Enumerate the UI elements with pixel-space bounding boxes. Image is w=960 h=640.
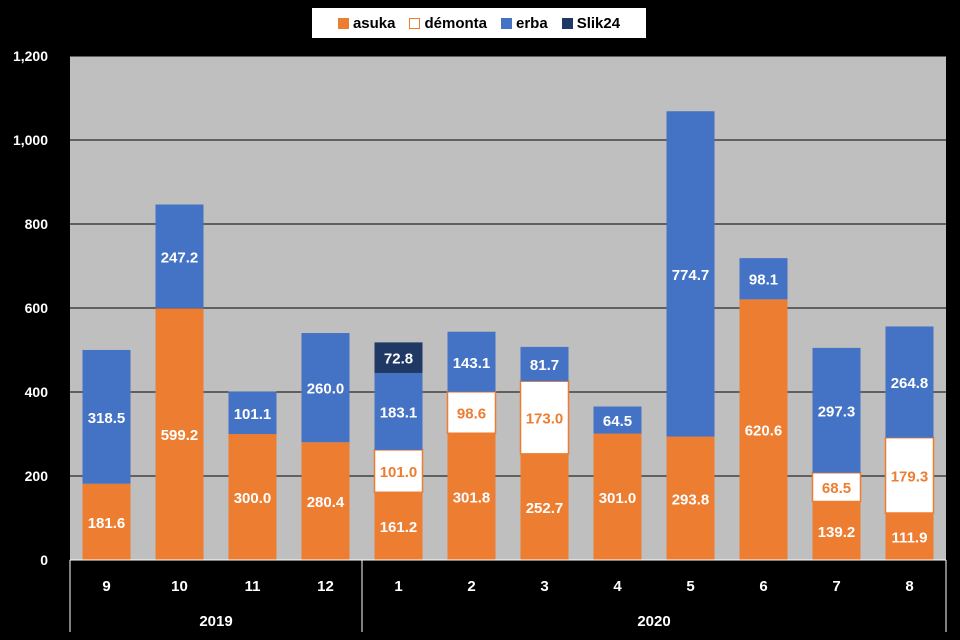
data-label: 297.3 bbox=[818, 403, 856, 420]
bar-segment-asuka bbox=[739, 299, 788, 560]
y-tick-label: 200 bbox=[25, 468, 49, 484]
data-label: 620.6 bbox=[745, 423, 783, 440]
data-label: 293.8 bbox=[672, 491, 710, 508]
data-label: 72.8 bbox=[384, 351, 413, 368]
x-tick-label: 12 bbox=[317, 578, 334, 595]
legend-item-erba: erba bbox=[501, 15, 548, 32]
y-tick-label: 800 bbox=[25, 216, 49, 232]
y-tick-label: 0 bbox=[40, 552, 48, 568]
bar-segment-erba bbox=[155, 204, 204, 309]
y-tick-label: 600 bbox=[25, 300, 49, 316]
data-label: 300.0 bbox=[234, 490, 272, 507]
data-label: 161.2 bbox=[380, 519, 418, 536]
x-tick-label: 9 bbox=[102, 578, 110, 595]
bar-segment-asuka bbox=[228, 434, 277, 560]
y-tick-label: 1,200 bbox=[13, 48, 48, 64]
bar-segment-asuka bbox=[666, 436, 715, 560]
legend-label-asuka: asuka bbox=[352, 14, 396, 32]
y-tick-label: 1,000 bbox=[13, 132, 48, 148]
bar-segment-erba bbox=[228, 391, 277, 434]
legend-label-erba: erba bbox=[516, 14, 548, 32]
data-label: 101.1 bbox=[234, 406, 272, 423]
data-label: 173.0 bbox=[526, 411, 564, 428]
data-label: 68.5 bbox=[822, 480, 851, 497]
data-label: 774.7 bbox=[672, 267, 710, 284]
bar-segment-erba bbox=[885, 326, 934, 438]
legend-item-asuka: asuka bbox=[337, 14, 396, 32]
x-tick-label: 7 bbox=[832, 578, 840, 595]
bar-segment-erba bbox=[812, 347, 861, 473]
legend-item-slik24: Slik24 bbox=[561, 14, 621, 32]
data-label: 252.7 bbox=[526, 500, 564, 517]
x-tick-label: 8 bbox=[905, 578, 913, 595]
x-tick-label: 4 bbox=[613, 578, 622, 595]
data-label: 98.6 bbox=[457, 406, 486, 423]
bar-segment-erba bbox=[666, 111, 715, 437]
data-label: 301.0 bbox=[599, 490, 637, 507]
data-label: 599.2 bbox=[161, 427, 199, 444]
data-label: 179.3 bbox=[891, 468, 929, 485]
y-tick-label: 400 bbox=[25, 384, 49, 400]
data-label: 64.5 bbox=[603, 413, 632, 430]
bar-segment-asuka bbox=[520, 453, 569, 560]
data-label: 81.7 bbox=[530, 357, 559, 374]
data-label: 280.4 bbox=[307, 494, 345, 511]
bar-segment-dmonta bbox=[519, 380, 570, 455]
data-label: 247.2 bbox=[161, 249, 199, 266]
data-label: 98.1 bbox=[749, 272, 778, 289]
group-label: 2019 bbox=[199, 613, 232, 630]
data-label: 183.1 bbox=[380, 404, 418, 421]
data-label: 101.0 bbox=[380, 464, 418, 481]
bar-segment-asuka bbox=[812, 501, 861, 560]
bar-segment-asuka bbox=[447, 433, 496, 560]
legend-swatch-slik24 bbox=[561, 17, 573, 29]
bar-segment-slik24 bbox=[374, 342, 423, 373]
bar-segment-erba bbox=[447, 331, 496, 392]
legend-label-slik24: Slik24 bbox=[576, 14, 621, 32]
data-label: 301.8 bbox=[453, 490, 491, 507]
bar-segment-asuka bbox=[155, 308, 204, 560]
bar-segment-dmonta bbox=[373, 449, 424, 494]
legend-label-demonta: démonta bbox=[424, 14, 487, 32]
legend-swatch-asuka bbox=[337, 17, 349, 29]
x-tick-label: 2 bbox=[467, 578, 475, 595]
bar-segment-erba bbox=[301, 333, 350, 443]
bar-segment-asuka bbox=[593, 433, 642, 560]
x-tick-label: 5 bbox=[686, 578, 694, 595]
bar-segment-erba bbox=[739, 258, 788, 300]
bar-segment-asuka bbox=[885, 513, 934, 560]
data-label: 260.0 bbox=[307, 381, 345, 398]
x-tick-label: 6 bbox=[759, 578, 767, 595]
bar-segment-erba bbox=[593, 406, 642, 434]
x-tick-label: 10 bbox=[171, 578, 188, 595]
data-label: 139.2 bbox=[818, 524, 856, 541]
legend-swatch-erba bbox=[501, 17, 512, 29]
bar-segment-asuka bbox=[301, 442, 350, 560]
bar-segment-asuka bbox=[374, 492, 423, 560]
legend: asuka démonta erba Slik24 bbox=[312, 8, 646, 38]
data-label: 181.6 bbox=[88, 515, 126, 532]
data-label: 264.8 bbox=[891, 375, 929, 392]
bar-segment-erba bbox=[520, 346, 569, 382]
x-tick-label: 11 bbox=[245, 578, 261, 595]
bar-segment-dmonta bbox=[446, 391, 497, 434]
bar-segment-asuka bbox=[82, 483, 131, 560]
data-label: 318.5 bbox=[88, 410, 126, 427]
x-tick-label: 1 bbox=[394, 578, 402, 595]
bar-segment-erba bbox=[374, 372, 423, 450]
data-label: 143.1 bbox=[453, 355, 491, 372]
x-tick-label: 3 bbox=[540, 578, 548, 595]
group-label: 2020 bbox=[637, 613, 670, 630]
legend-item-demonta: démonta bbox=[409, 15, 487, 32]
bar-segment-erba bbox=[82, 349, 131, 484]
data-label: 111.9 bbox=[892, 530, 928, 547]
legend-swatch-demonta bbox=[409, 17, 421, 29]
